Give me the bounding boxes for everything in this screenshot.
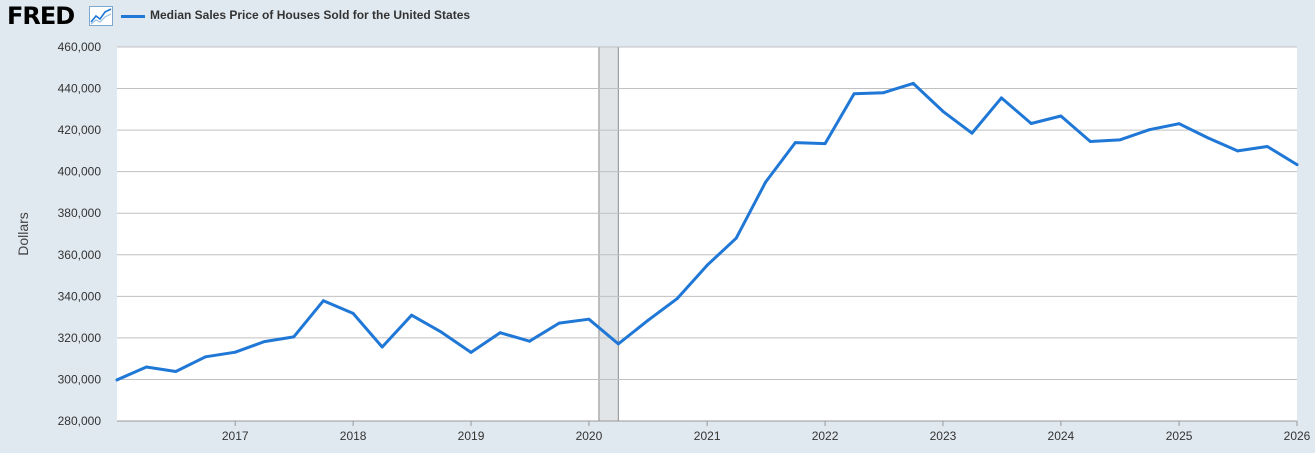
- data-point: [911, 82, 915, 85]
- data-point: [587, 317, 591, 321]
- data-point: [1000, 96, 1003, 100]
- data-point: [410, 313, 413, 317]
- data-point: [1177, 122, 1181, 126]
- data-point: [764, 180, 767, 184]
- fred-logo[interactable]: FRED: [7, 2, 75, 30]
- y-tick-label: 440,000: [58, 82, 102, 96]
- y-tick-label: 300,000: [58, 372, 102, 386]
- data-point: [970, 131, 974, 135]
- x-tick-label: 2017: [222, 429, 249, 443]
- data-point: [1059, 114, 1063, 118]
- y-tick-label: 340,000: [58, 289, 102, 303]
- data-point: [262, 340, 266, 343]
- data-point: [557, 321, 561, 325]
- data-point: [233, 350, 237, 354]
- data-point: [322, 299, 325, 303]
- data-point: [1118, 138, 1122, 142]
- data-point: [204, 355, 207, 359]
- legend-series-label: Median Sales Price of Houses Sold for th…: [150, 8, 471, 22]
- plot-area: [117, 47, 1297, 421]
- x-tick-label: 2026: [1284, 429, 1311, 443]
- data-point: [616, 342, 620, 346]
- y-tick-label: 280,000: [58, 414, 102, 428]
- y-tick-label: 360,000: [58, 248, 102, 262]
- y-tick-label: 320,000: [58, 331, 102, 345]
- data-point: [528, 339, 531, 343]
- data-point: [292, 335, 296, 339]
- data-point: [941, 110, 945, 113]
- x-tick-label: 2021: [694, 429, 721, 443]
- y-tick-label: 380,000: [58, 206, 102, 220]
- x-tick-label: 2024: [1048, 429, 1075, 443]
- data-point: [646, 319, 650, 322]
- legend-swatch: [121, 15, 145, 18]
- chart-header: FRED Median Sales Price of Houses Sold f…: [0, 0, 1315, 34]
- data-point: [1295, 163, 1299, 167]
- x-tick-label: 2018: [340, 429, 367, 443]
- x-tick-label: 2025: [1166, 429, 1193, 443]
- data-point: [1265, 145, 1269, 148]
- data-point: [469, 351, 473, 354]
- data-point: [351, 312, 355, 315]
- data-point: [1148, 128, 1151, 132]
- x-tick-label: 2020: [576, 429, 603, 443]
- data-point: [1206, 136, 1210, 140]
- y-axis-label: Dollars: [15, 212, 31, 256]
- y-tick-label: 400,000: [58, 165, 102, 179]
- data-point: [823, 142, 827, 146]
- x-tick-label: 2023: [930, 429, 957, 443]
- data-point: [380, 345, 384, 349]
- data-point: [174, 370, 178, 373]
- x-tick-label: 2019: [458, 429, 485, 443]
- data-point: [734, 236, 738, 240]
- y-tick-label: 460,000: [58, 40, 102, 54]
- data-point: [882, 91, 885, 95]
- data-point: [1088, 140, 1092, 143]
- data-point: [439, 330, 443, 334]
- data-point: [793, 141, 797, 145]
- data-point: [676, 297, 679, 300]
- y-tick-label: 420,000: [58, 123, 102, 137]
- data-point: [115, 378, 119, 382]
- data-point: [705, 263, 709, 267]
- data-point: [498, 331, 502, 335]
- data-point: [1029, 122, 1033, 125]
- x-tick-label: 2022: [812, 429, 839, 443]
- recession-shading: [598, 46, 619, 422]
- data-point: [852, 92, 856, 96]
- line-graph-icon[interactable]: [89, 6, 113, 26]
- data-point: [1236, 149, 1239, 153]
- data-point: [145, 365, 148, 369]
